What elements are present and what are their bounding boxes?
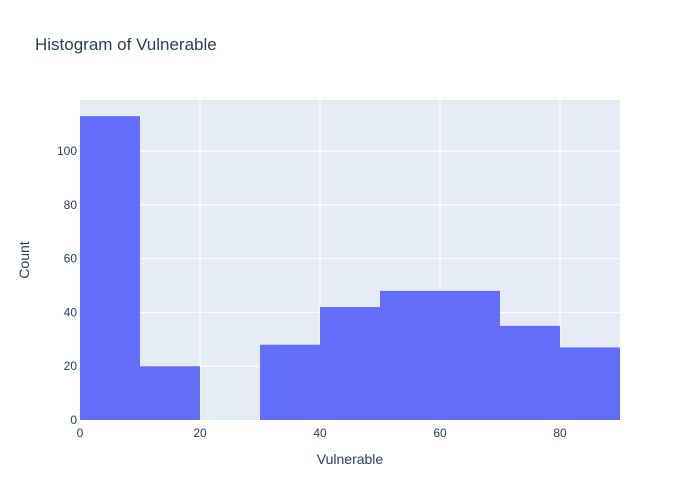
histogram-bar xyxy=(140,366,200,420)
x-axis-ticks: 0 20 40 60 80 xyxy=(77,426,567,440)
y-tick-label: 60 xyxy=(64,252,78,266)
x-tick-label: 20 xyxy=(193,426,207,440)
histogram-bar xyxy=(500,325,560,420)
x-tick-label: 80 xyxy=(553,426,567,440)
x-tick-label: 60 xyxy=(433,426,447,440)
histogram-bar xyxy=(440,290,500,420)
y-tick-label: 40 xyxy=(64,305,78,319)
histogram-bar xyxy=(380,290,440,420)
histogram-bar xyxy=(260,344,320,420)
y-axis-ticks: 0 20 40 60 80 100 xyxy=(57,144,77,427)
histogram-bar xyxy=(80,116,140,420)
chart-title: Histogram of Vulnerable xyxy=(35,35,217,54)
bars xyxy=(80,116,620,420)
y-tick-label: 20 xyxy=(64,359,78,373)
x-tick-label: 0 xyxy=(77,426,84,440)
y-tick-label: 0 xyxy=(70,413,77,427)
y-axis-title: Count xyxy=(16,241,32,278)
histogram-bar xyxy=(560,347,620,420)
x-tick-label: 40 xyxy=(313,426,327,440)
histogram-bar xyxy=(320,307,380,420)
x-axis-title: Vulnerable xyxy=(317,451,384,467)
y-tick-label: 80 xyxy=(64,198,78,212)
y-tick-label: 100 xyxy=(57,144,77,158)
